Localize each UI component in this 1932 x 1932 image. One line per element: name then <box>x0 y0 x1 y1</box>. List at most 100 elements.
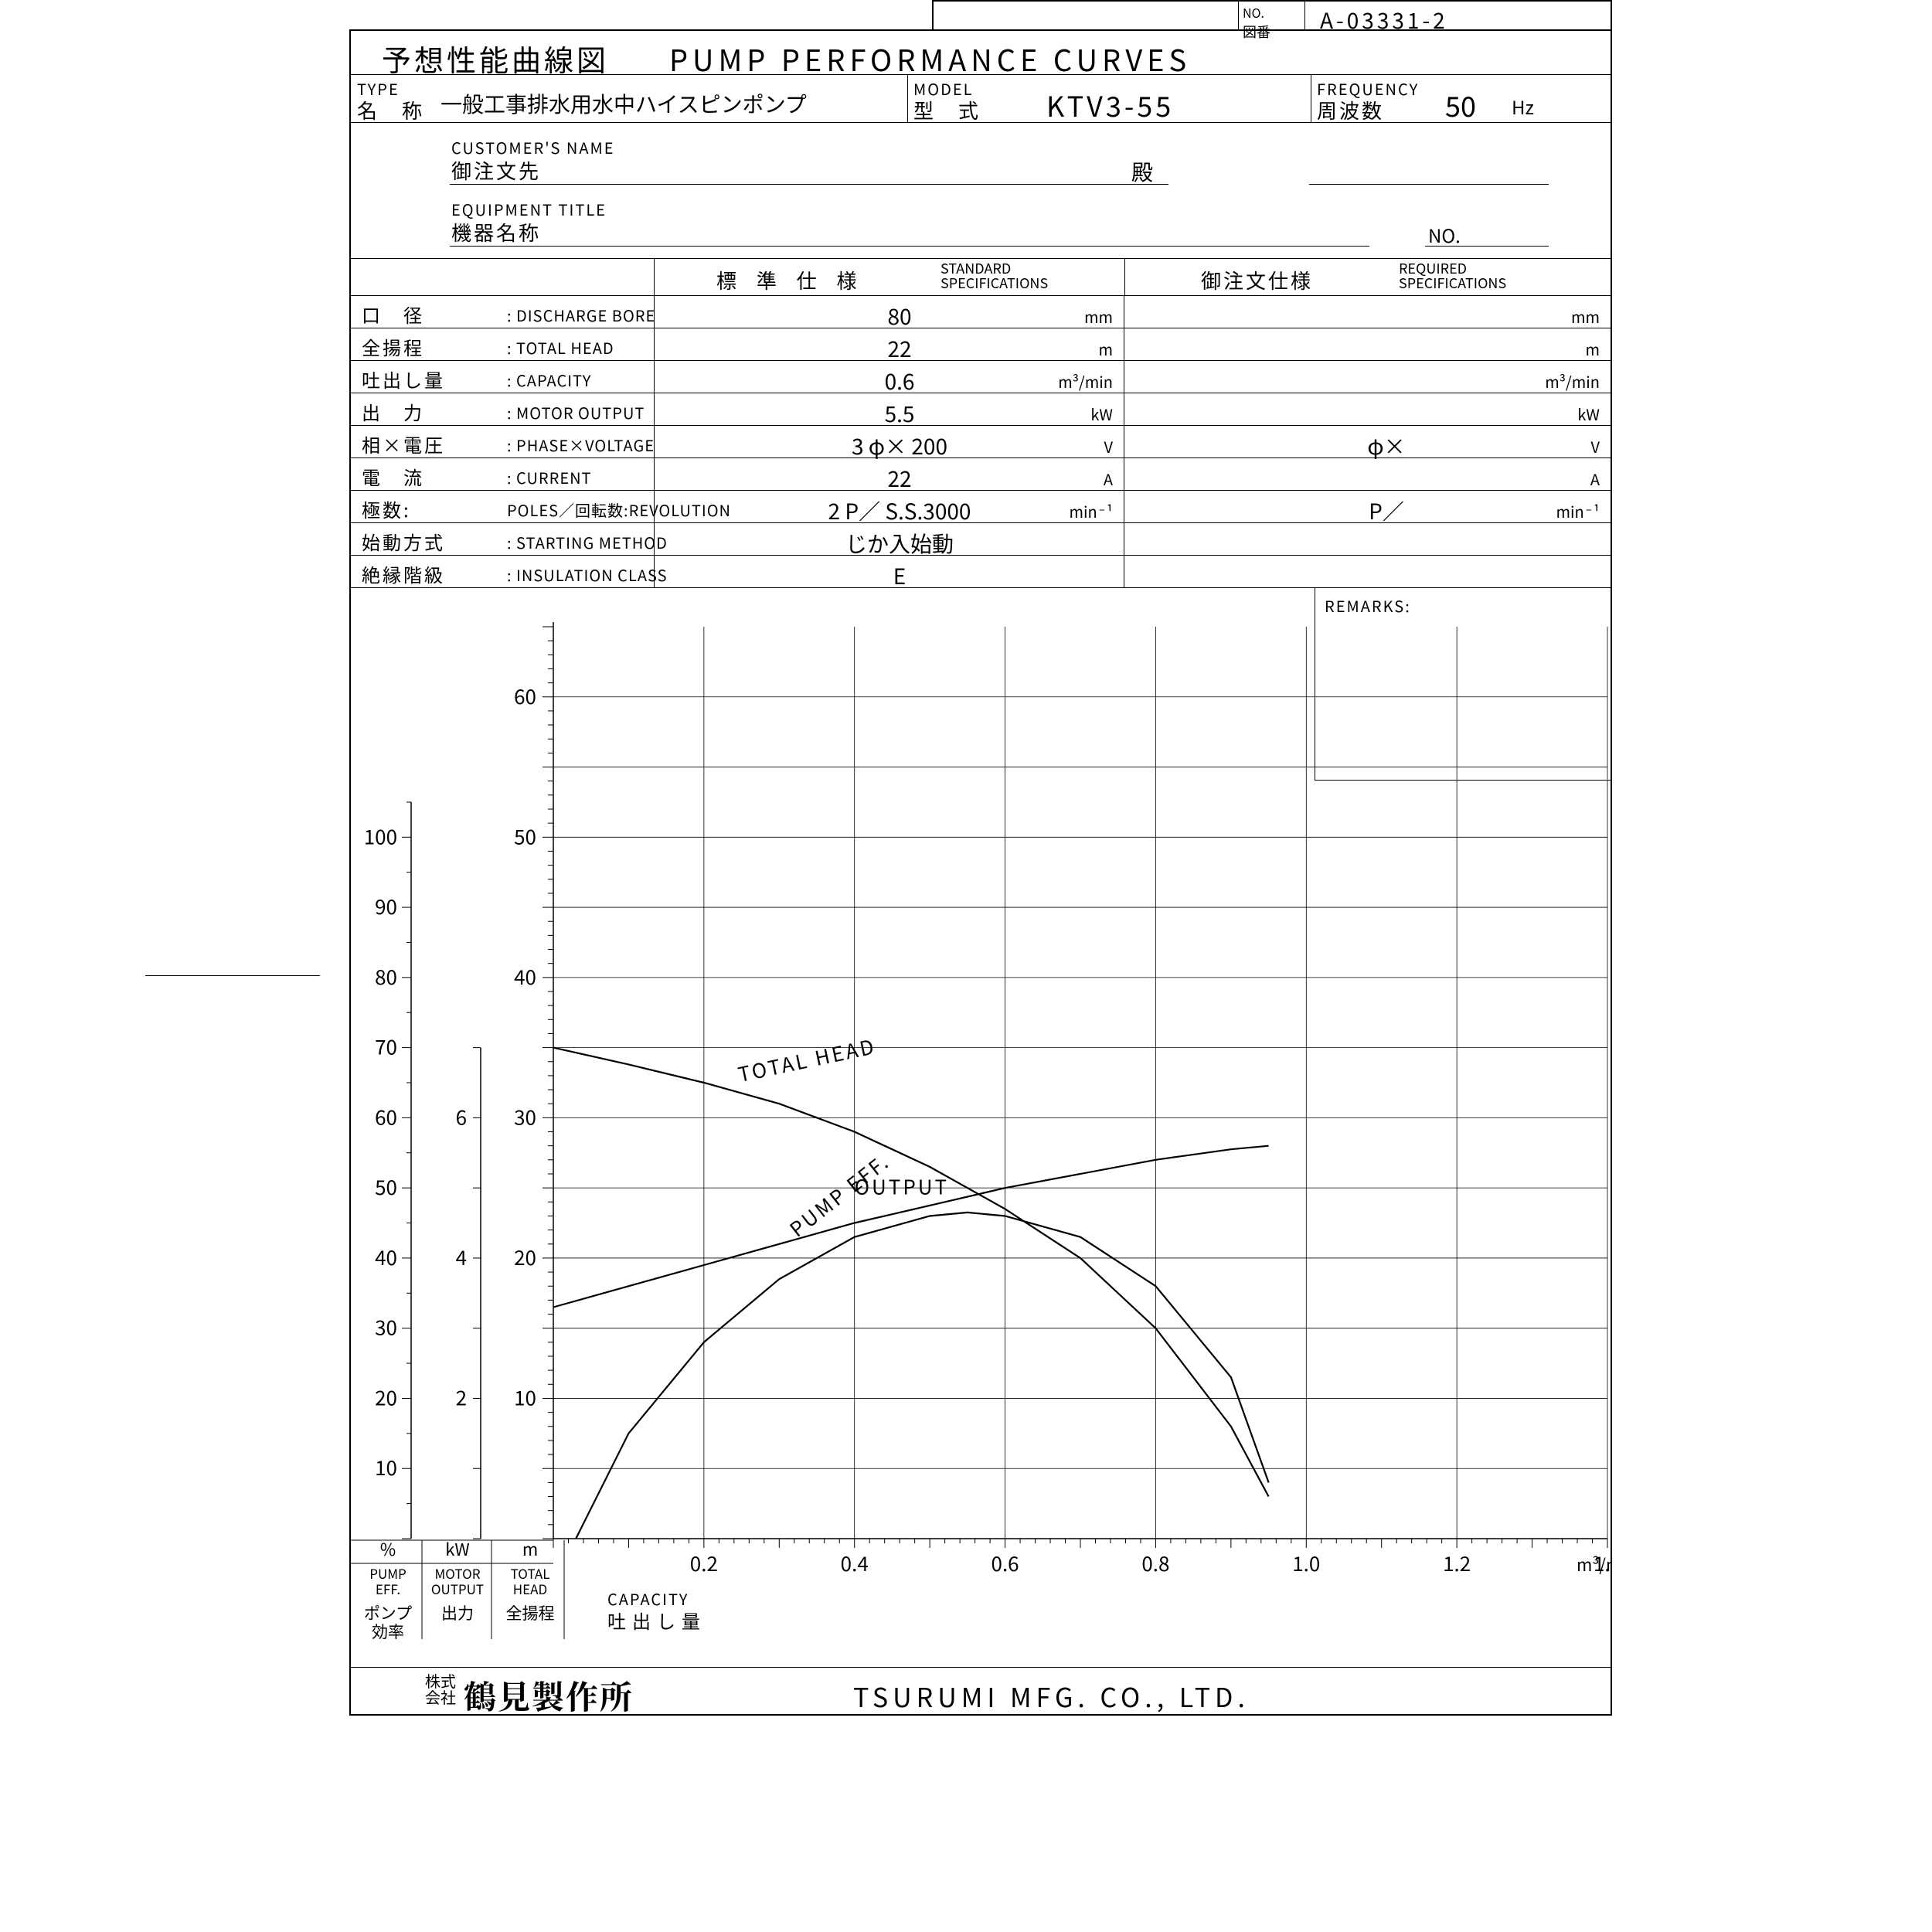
customer-line-2 <box>1309 184 1549 185</box>
svg-text:30: 30 <box>514 1102 536 1131</box>
svg-text:50: 50 <box>375 1172 397 1201</box>
spec-std-val: 80 <box>737 301 1062 332</box>
title-jp: 予想性能曲線図 <box>382 37 609 80</box>
svg-text:EFF.: EFF. <box>376 1579 400 1598</box>
spec-std-unit: mm <box>1084 305 1113 328</box>
spec-std-val: じか入始動 <box>737 528 1062 559</box>
svg-text:kW: kW <box>445 1536 469 1561</box>
svg-text:TOTAL HEAD: TOTAL HEAD <box>735 1031 878 1088</box>
spec-req-unit: kW <box>1577 403 1600 425</box>
company-jp-prefix: 株式 会社 <box>425 1672 456 1705</box>
svg-text:1.2: 1.2 <box>1443 1549 1471 1577</box>
svg-text:20: 20 <box>514 1243 536 1271</box>
spec-label-en: POLES／回転数:REVOLUTION <box>507 498 731 521</box>
company-en: TSURUMI MFG. CO., LTD. <box>853 1677 1250 1715</box>
spec-row: 全揚程: TOTAL HEAD22mm <box>351 328 1611 361</box>
svg-text:6: 6 <box>456 1102 467 1131</box>
spec-std-unit: m³/min <box>1058 370 1113 393</box>
spec-label-jp: 極数: <box>362 495 411 522</box>
spec-label-en: : STARTING METHOD <box>507 531 668 553</box>
spec-std-en: STANDARD SPECIFICATIONS <box>940 261 1048 291</box>
svg-text:m: m <box>522 1536 538 1561</box>
footer: 株式 会社 鶴見製作所 TSURUMI MFG. CO., LTD. <box>351 1668 1611 1714</box>
svg-text:30: 30 <box>375 1313 397 1342</box>
svg-text:60: 60 <box>375 1102 397 1131</box>
svg-text:OUTPUT: OUTPUT <box>431 1579 484 1598</box>
spec-label-jp: 絶縁階級 <box>362 560 445 587</box>
spec-req-val: P／ <box>1247 495 1526 526</box>
svg-text:HEAD: HEAD <box>513 1579 547 1598</box>
spec-std-unit: V <box>1104 435 1114 457</box>
spec-std-val: 3 φ× 200 <box>737 430 1062 461</box>
spec-req-unit: mm <box>1571 305 1600 328</box>
spec-label-jp: 相×電圧 <box>362 430 445 457</box>
spec-label-en: : MOTOR OUTPUT <box>507 401 645 423</box>
type-value: 一般工事排水用水中ハイスピンポンプ <box>440 88 807 119</box>
svg-text:OUTPUT: OUTPUT <box>855 1172 949 1200</box>
spec-row: 相×電圧 : PHASE×VOLTAGE 3 φ× 200 Vφ× V <box>351 425 1611 458</box>
title-row: 予想性能曲線図 PUMP PERFORMANCE CURVES <box>351 31 1611 74</box>
chart-svg: 1020304050602461020304050607080901000.20… <box>351 588 1611 1667</box>
svg-text:20: 20 <box>375 1383 397 1411</box>
spec-req-val: φ× <box>1247 430 1526 461</box>
spec-label-en: : TOTAL HEAD <box>507 336 614 359</box>
svg-text:60: 60 <box>514 682 536 710</box>
svg-text:80: 80 <box>375 962 397 991</box>
spec-row: 口 径: DISCHARGE BORE80mmmm <box>351 295 1611 328</box>
spec-label-jp: 電 流 <box>362 463 424 490</box>
svg-text:全揚程: 全揚程 <box>506 1601 555 1624</box>
freq-unit: Hz <box>1512 93 1534 120</box>
spec-req-unit: m³/min <box>1545 370 1600 393</box>
spec-label-en: : CAPACITY <box>507 369 591 391</box>
spec-std-val: 2 P／ S.S.3000 <box>737 495 1062 526</box>
spec-req-en: REQUIRED SPECIFICATIONS <box>1399 261 1506 291</box>
spec-label-en: : PHASE×VOLTAGE <box>507 434 655 456</box>
spec-header: 標 準 仕 様 STANDARD SPECIFICATIONS 御注文仕様 RE… <box>351 258 1611 295</box>
spec-std-val: 5.5 <box>737 398 1062 429</box>
sheet: NO. 図番 A-03331-2 予想性能曲線図 PUMP PERFORMANC… <box>349 29 1612 1716</box>
spec-std-unit: m <box>1098 338 1113 360</box>
spec-req-unit: A <box>1590 468 1600 490</box>
svg-text:出力: 出力 <box>441 1601 474 1624</box>
spec-std-jp: 標 準 仕 様 <box>716 266 864 294</box>
customer-honorific: 殿 <box>1131 156 1153 187</box>
spec-label-en: : INSULATION CLASS <box>507 563 668 586</box>
model-value: KTV3-55 <box>1046 85 1174 125</box>
type-row: TYPE 名 称 一般工事排水用水中ハイスピンポンプ MODEL 型 式 KTV… <box>351 74 1611 122</box>
svg-text:0.4: 0.4 <box>841 1549 869 1577</box>
customer-line-1 <box>450 184 1168 185</box>
spec-std-unit: min⁻¹ <box>1070 500 1113 522</box>
svg-text:2: 2 <box>456 1383 467 1411</box>
spec-label-jp: 始動方式 <box>362 528 445 555</box>
svg-text:4: 4 <box>456 1243 467 1271</box>
svg-text:70: 70 <box>375 1032 397 1061</box>
company-jp: 鶴見製作所 <box>464 1672 634 1719</box>
spec-req-jp: 御注文仕様 <box>1201 266 1313 294</box>
spec-label-jp: 全揚程 <box>362 333 424 360</box>
svg-text:40: 40 <box>514 962 536 991</box>
svg-text:10: 10 <box>375 1453 397 1481</box>
customer-name-en: CUSTOMER'S NAME <box>451 136 615 158</box>
svg-text:100: 100 <box>364 821 397 850</box>
spec-row: 電 流: CURRENT22AA <box>351 457 1611 491</box>
equip-jp: 機器名称 <box>451 218 541 247</box>
title-en: PUMP PERFORMANCE CURVES <box>669 37 1191 80</box>
spec-label-jp: 口 径 <box>362 301 424 328</box>
svg-text:50: 50 <box>514 821 536 850</box>
spec-std-val: 22 <box>737 463 1062 494</box>
svg-text:40: 40 <box>375 1243 397 1271</box>
svg-text:1.0: 1.0 <box>1292 1549 1320 1577</box>
spec-req-unit: V <box>1591 435 1600 457</box>
doc-no-box: NO. 図番 A-03331-2 <box>932 0 1612 31</box>
svg-text:%: % <box>380 1536 396 1561</box>
spec-std-unit: kW <box>1090 403 1113 425</box>
spec-row: 吐出し量: CAPACITY0.6m³/minm³/min <box>351 360 1611 393</box>
svg-text:0.6: 0.6 <box>992 1549 1019 1577</box>
model-label-jp: 型 式 <box>913 96 981 124</box>
spec-label-jp: 吐出し量 <box>362 366 445 393</box>
customer-name-jp: 御注文先 <box>451 156 541 185</box>
type-label-jp: 名 称 <box>357 96 424 124</box>
equip-line-1 <box>450 246 1369 247</box>
spec-std-unit: A <box>1104 468 1113 490</box>
freq-label-jp: 周波数 <box>1317 96 1384 124</box>
